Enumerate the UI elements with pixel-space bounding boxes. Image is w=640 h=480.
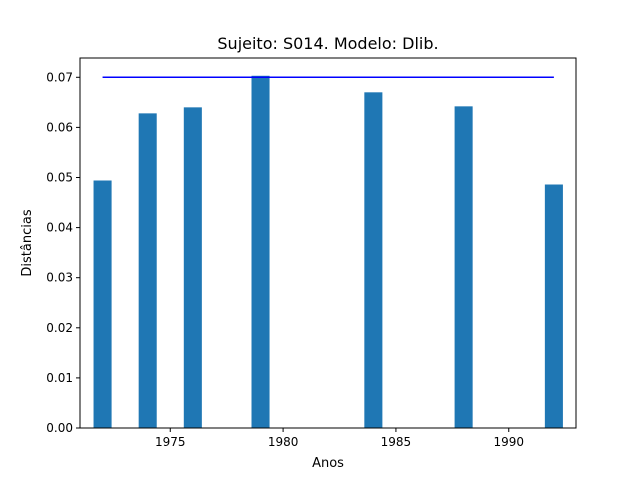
bar-1979 — [251, 75, 270, 428]
y-tick-label: 0.04 — [46, 221, 73, 235]
bar-1976 — [183, 107, 202, 428]
bar-1974 — [138, 113, 157, 429]
y-tick-label: 0.00 — [46, 421, 73, 435]
y-axis-label: Distâncias — [20, 209, 35, 276]
y-tick-label: 0.06 — [46, 120, 73, 134]
plot-frame — [79, 57, 577, 429]
bar-1984 — [364, 92, 383, 428]
chart-title: Sujeito: S014. Modelo: Dlib. — [217, 34, 438, 53]
x-tick-label: 1975 — [155, 435, 186, 449]
y-tick-label: 0.01 — [46, 371, 73, 385]
x-tick-label: 1985 — [381, 435, 412, 449]
bar-1972 — [93, 180, 112, 428]
bar-1992 — [544, 184, 563, 428]
x-tick-label: 1980 — [268, 435, 299, 449]
y-tick-label: 0.03 — [46, 271, 73, 285]
y-tick-label: 0.05 — [46, 170, 73, 184]
bar-1988 — [454, 106, 473, 429]
y-axis-ticks: 0.00 0.01 0.02 0.03 0.04 0.05 0.06 0.07 — [46, 70, 80, 435]
bar-group — [93, 75, 563, 429]
x-axis-ticks: 1975 1980 1985 1990 — [155, 428, 524, 449]
x-axis-label: Anos — [312, 456, 344, 471]
y-tick-label: 0.02 — [46, 321, 73, 335]
y-tick-label: 0.07 — [46, 70, 73, 84]
x-tick-label: 1990 — [493, 435, 524, 449]
